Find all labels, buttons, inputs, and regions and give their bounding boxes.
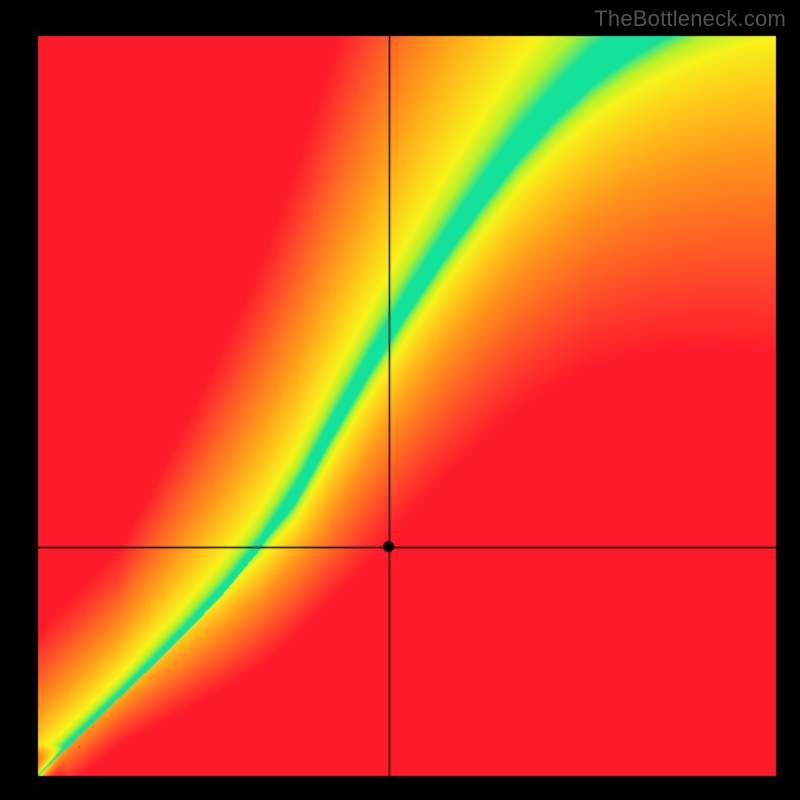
- watermark-text: TheBottleneck.com: [594, 6, 786, 32]
- bottleneck-chart: { "meta": { "width": 800, "height": 800,…: [0, 0, 800, 800]
- heatmap-canvas: [0, 0, 800, 800]
